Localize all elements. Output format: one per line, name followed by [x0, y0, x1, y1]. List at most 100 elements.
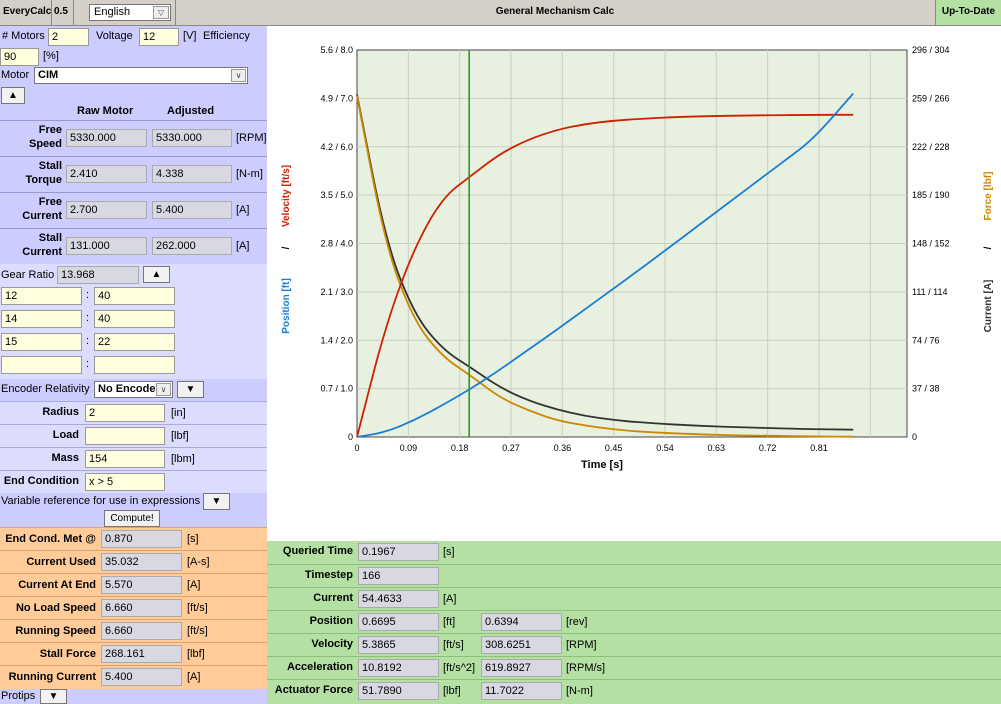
chevron-down-icon: ▽	[153, 6, 169, 19]
gear-stage-3-driver[interactable]: 15	[1, 333, 82, 351]
load-input[interactable]	[85, 427, 165, 445]
query-row-timestep: Timestep 166	[267, 564, 1001, 587]
variable-reference-section: Variable reference for use in expression…	[0, 493, 267, 527]
efficiency-input[interactable]: 90	[0, 48, 39, 66]
query-name: Acceleration	[286, 661, 353, 673]
query-unit: [s]	[443, 546, 455, 558]
motor-label: Motor	[1, 69, 30, 81]
x-tick-label: 0.63	[708, 443, 726, 453]
app-name[interactable]: EveryCalc	[0, 0, 52, 25]
x-tick-label: 0.81	[810, 443, 828, 453]
right-tick-label: 259 / 266	[912, 93, 950, 103]
language-select[interactable]: English ▽	[89, 4, 171, 21]
right-tick-label: 222 / 228	[912, 142, 950, 152]
motion-chart[interactable]: 0 0.09 0.18 0.27 0.36 0.45 0.54 0.63 0.72 0.81 00…	[267, 26, 1001, 541]
input-unit: [in]	[171, 407, 186, 419]
x-axis-label: Time [s]	[581, 459, 623, 471]
protips-section: Protips ▼	[0, 689, 267, 704]
gear-stage-4-driver[interactable]	[1, 356, 82, 374]
column-header-raw: Raw Motor	[77, 105, 134, 117]
encoder-toggle-button[interactable]: ▼	[177, 381, 204, 398]
output-unit: [A]	[187, 671, 201, 683]
spec-row-free-speed: Free Speed 5330.000 5330.000 [RPM]	[0, 120, 267, 155]
query-unit: [ft/s^2]	[443, 662, 476, 674]
spec-name: Stall Current	[22, 232, 62, 258]
input-row-load: Load [lbf]	[0, 424, 267, 447]
adjusted-stall-current: 262.000	[152, 237, 232, 255]
input-name: Radius	[42, 406, 79, 418]
outputs-section: End Cond. Met @ 0.870 [s] Current Used 3…	[0, 527, 267, 689]
chevron-down-icon: ∨	[231, 69, 246, 82]
output-name: Running Current	[8, 671, 96, 683]
adjusted-free-speed: 5330.000	[152, 129, 232, 147]
raw-free-speed: 5330.000	[66, 129, 147, 147]
right-tick-label: 0	[912, 432, 917, 442]
force-series	[356, 95, 854, 438]
x-tick-label: 0.09	[400, 443, 418, 453]
x-tick-label: 0.54	[656, 443, 674, 453]
gear-stage-1-driven[interactable]: 40	[94, 287, 175, 305]
spec-row-stall-torque: Stall Torque 2.410 4.338 [N-m]	[0, 156, 267, 191]
right-tick-label: 185 / 190	[912, 190, 950, 200]
language-value: English	[94, 6, 131, 18]
gear-stage-2-driven[interactable]: 40	[94, 310, 175, 328]
queried-time-input[interactable]: 0.1967	[358, 543, 439, 561]
current-used-value: 35.032	[101, 553, 182, 571]
gear-stage-1-driver[interactable]: 12	[1, 287, 82, 305]
x-tick-label: 0.27	[502, 443, 520, 453]
query-name: Current	[313, 592, 353, 604]
radius-input[interactable]: 2	[85, 404, 165, 422]
query-row-current: Current 54.4633 [A]	[267, 587, 1001, 610]
motor-select[interactable]: CIM ∨	[34, 67, 248, 84]
query-unit-2: [RPM/s]	[566, 662, 606, 674]
efficiency-unit: [%]	[43, 50, 59, 62]
velocity-series	[356, 113, 854, 438]
end-cond-met-value: 0.870	[101, 530, 182, 548]
y-axis-label-velocity: Velocity [ft/s]	[281, 165, 292, 227]
voltage-label: Voltage	[96, 30, 133, 42]
input-name: End Condition	[3, 475, 79, 487]
timestep-input[interactable]: 166	[358, 567, 439, 585]
left-tick-label: 2.8 / 4.0	[320, 239, 353, 249]
velocity-rpm-value: 308.6251	[481, 636, 562, 654]
gear-stage-2-driver[interactable]: 14	[1, 310, 82, 328]
output-row: Current Used 35.032 [A-s]	[0, 550, 267, 573]
query-row-time: Queried Time 0.1967 [s]	[267, 541, 1001, 564]
gear-stage-3-driven[interactable]: 22	[94, 333, 175, 351]
query-name: Position	[309, 615, 353, 627]
motors-input[interactable]: 2	[48, 28, 89, 46]
output-name: Stall Force	[39, 648, 96, 660]
spec-name: Free Speed	[28, 124, 62, 150]
column-header-adjusted: Adjusted	[167, 105, 215, 117]
voltage-input[interactable]: 12	[139, 28, 179, 46]
raw-stall-current: 131.000	[66, 237, 147, 255]
compute-button[interactable]: Compute!	[104, 510, 160, 527]
query-unit-2: [rev]	[566, 616, 588, 628]
collapse-motor-button[interactable]: ▲	[1, 87, 25, 104]
encoder-section: Encoder Relativity No Encode ∨ ▼	[0, 379, 267, 401]
protips-toggle[interactable]: ▼	[40, 689, 67, 704]
gear-stage-4-driven[interactable]	[94, 356, 175, 374]
spec-unit: [RPM]	[236, 132, 267, 144]
left-tick-label: 3.5 / 5.0	[320, 190, 353, 200]
gear-toggle-button[interactable]: ▲	[143, 266, 170, 283]
mass-input[interactable]: 154	[85, 450, 165, 468]
inputs-section: Radius 2 [in] Load [lbf] Mass 154 [lbm] …	[0, 401, 267, 493]
acceleration-value: 10.8192	[358, 659, 439, 677]
protips-label: Protips	[1, 690, 36, 702]
query-name: Actuator Force	[274, 684, 353, 696]
variable-reference-toggle[interactable]: ▼	[203, 493, 230, 510]
running-speed-value: 6.660	[101, 622, 182, 640]
query-row-velocity: Velocity 5.3865 [ft/s] 308.6251 [RPM]	[267, 633, 1001, 656]
output-name: Running Speed	[15, 625, 96, 637]
position-value: 0.6695	[358, 613, 439, 631]
actuator-torque-value: 11.7022	[481, 682, 562, 700]
output-unit: [ft/s]	[187, 602, 208, 614]
encoder-select[interactable]: No Encode ∨	[94, 381, 173, 398]
end-condition-input[interactable]: x > 5	[85, 473, 165, 491]
spec-unit: [A]	[236, 204, 250, 216]
raw-free-current: 2.700	[66, 201, 147, 219]
input-row-mass: Mass 154 [lbm]	[0, 447, 267, 470]
left-tick-label: 0.7 / 1.0	[320, 384, 353, 394]
stall-force-value: 268.161	[101, 645, 182, 663]
